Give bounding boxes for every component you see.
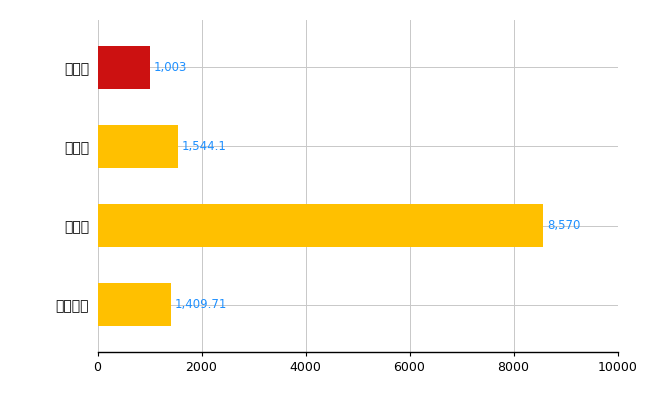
Text: 1,544.1: 1,544.1: [181, 140, 226, 153]
Bar: [98, 283, 171, 326]
Text: 1,409.71: 1,409.71: [174, 298, 227, 311]
Text: 8,570: 8,570: [547, 219, 580, 232]
Bar: [98, 204, 543, 247]
Bar: [98, 125, 178, 168]
Text: 1,003: 1,003: [153, 61, 187, 74]
Bar: [98, 46, 150, 89]
